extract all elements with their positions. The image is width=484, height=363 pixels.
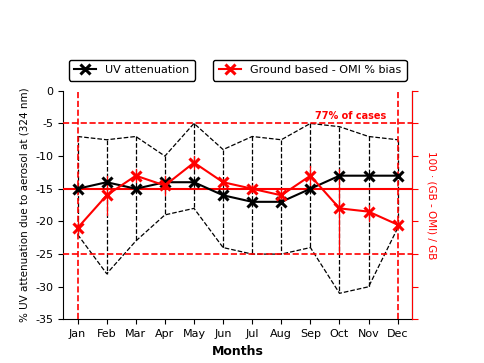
UV attenuation (133, 187, 138, 191)
Line: UV attenuation: UV attenuation (73, 171, 402, 207)
UV attenuation (336, 174, 342, 178)
UV attenuation (104, 180, 109, 184)
Ground based - OMI % bias (307, 174, 313, 178)
X-axis label: Months: Months (212, 345, 263, 358)
Ground based - OMI % bias (133, 174, 138, 178)
Legend: Ground based - OMI % bias: Ground based - OMI % bias (213, 60, 406, 81)
UV attenuation (249, 200, 255, 204)
UV attenuation (162, 180, 167, 184)
Ground based - OMI % bias (191, 160, 197, 165)
Ground based - OMI % bias (365, 209, 371, 214)
UV attenuation (75, 187, 80, 191)
Ground based - OMI % bias (249, 187, 255, 191)
UV attenuation (191, 180, 197, 184)
Y-axis label: % UV attenuation due to aerosol at (324 nm): % UV attenuation due to aerosol at (324 … (20, 88, 30, 322)
UV attenuation (394, 174, 400, 178)
Ground based - OMI % bias (336, 206, 342, 211)
Ground based - OMI % bias (104, 193, 109, 197)
UV attenuation (307, 187, 313, 191)
Text: 77% of cases: 77% of cases (314, 111, 385, 121)
Ground based - OMI % bias (75, 226, 80, 230)
Y-axis label: 100 · (GB - OMI) / GB: 100 · (GB - OMI) / GB (425, 151, 436, 259)
Ground based - OMI % bias (220, 180, 226, 184)
UV attenuation (278, 200, 284, 204)
Ground based - OMI % bias (278, 193, 284, 197)
UV attenuation (365, 174, 371, 178)
Ground based - OMI % bias (162, 183, 167, 188)
Ground based - OMI % bias (394, 223, 400, 227)
Line: Ground based - OMI % bias: Ground based - OMI % bias (73, 158, 402, 233)
UV attenuation (220, 193, 226, 197)
